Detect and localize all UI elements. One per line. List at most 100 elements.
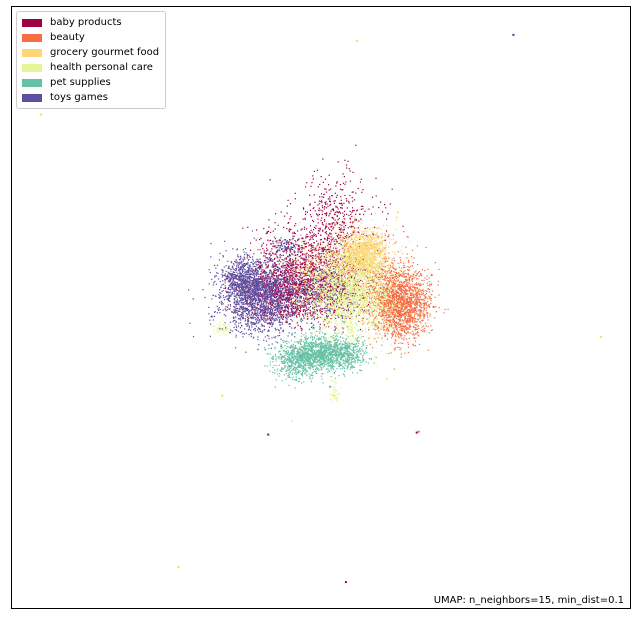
- scatter-point: [355, 219, 357, 221]
- scatter-point: [323, 248, 325, 250]
- scatter-point: [317, 286, 319, 288]
- scatter-point: [388, 301, 390, 303]
- scatter-point: [319, 239, 322, 241]
- scatter-point: [376, 291, 378, 293]
- scatter-point: [313, 291, 315, 293]
- scatter-point: [343, 223, 345, 225]
- scatter-point: [400, 314, 402, 316]
- scatter-point: [324, 319, 326, 321]
- scatter-point: [332, 247, 335, 249]
- scatter-point: [352, 231, 354, 233]
- scatter-point: [390, 288, 392, 290]
- scatter-point: [422, 283, 424, 285]
- scatter-point: [403, 271, 405, 273]
- scatter-point: [420, 284, 422, 286]
- scatter-point: [303, 275, 305, 277]
- scatter-point: [311, 269, 313, 272]
- scatter-point: [381, 274, 383, 276]
- scatter-point: [359, 286, 362, 288]
- scatter-point: [388, 296, 390, 299]
- scatter-point: [400, 316, 402, 318]
- scatter-point: [412, 344, 414, 346]
- scatter-point: [406, 257, 408, 259]
- scatter-point: [323, 253, 325, 255]
- scatter-point: [291, 277, 294, 279]
- scatter-point: [391, 335, 394, 337]
- scatter-point: [367, 291, 369, 294]
- scatter-point: [263, 317, 265, 319]
- scatter-point: [393, 282, 395, 284]
- scatter-point: [305, 273, 307, 275]
- scatter-point: [383, 311, 385, 313]
- scatter-point: [287, 306, 289, 309]
- scatter-point: [338, 242, 340, 245]
- scatter-point: [393, 314, 395, 316]
- scatter-point: [378, 307, 380, 309]
- scatter-point: [410, 297, 412, 299]
- scatter-point: [282, 262, 284, 264]
- scatter-point: [326, 238, 328, 240]
- scatter-point: [409, 311, 411, 313]
- scatter-point: [342, 182, 344, 184]
- scatter-point: [283, 278, 285, 280]
- scatter-point: [384, 261, 386, 263]
- scatter-point: [391, 337, 393, 339]
- scatter-point: [392, 313, 394, 315]
- scatter-point: [420, 309, 422, 311]
- scatter-point: [362, 205, 364, 207]
- scatter-point: [266, 232, 268, 234]
- scatter-point: [355, 293, 357, 295]
- scatter-point: [309, 290, 311, 292]
- scatter-point: [410, 317, 412, 319]
- scatter-point: [256, 281, 258, 283]
- scatter-point: [253, 302, 255, 304]
- scatter-point: [283, 265, 285, 267]
- scatter-point: [392, 289, 394, 291]
- scatter-point: [398, 291, 400, 293]
- scatter-point: [399, 261, 402, 263]
- scatter-point: [290, 291, 292, 293]
- scatter-point: [398, 286, 400, 288]
- scatter-point: [301, 263, 303, 265]
- scatter-point: [284, 289, 286, 291]
- scatter-point: [253, 313, 255, 316]
- scatter-point: [405, 246, 407, 248]
- scatter-point: [290, 299, 292, 301]
- scatter-point: [309, 214, 312, 216]
- scatter-point: [356, 306, 358, 308]
- scatter-point: [313, 324, 315, 326]
- scatter-point: [378, 273, 380, 275]
- scatter-point: [303, 284, 305, 286]
- scatter-point: [311, 182, 313, 184]
- scatter-point: [285, 252, 287, 254]
- scatter-point: [414, 340, 416, 342]
- scatter-point: [394, 315, 396, 317]
- scatter-point: [438, 268, 440, 270]
- scatter-point: [415, 296, 418, 298]
- scatter-point: [310, 243, 312, 245]
- scatter-point: [304, 246, 307, 248]
- scatter-point: [401, 334, 403, 337]
- scatter-point: [314, 298, 316, 300]
- scatter-point: [369, 291, 371, 293]
- scatter-point: [396, 292, 398, 294]
- scatter-point: [400, 299, 402, 301]
- scatter-point: [324, 220, 326, 222]
- scatter-point: [375, 195, 377, 197]
- scatter-point: [292, 267, 294, 269]
- scatter-point: [426, 275, 428, 277]
- scatter-point: [235, 284, 237, 286]
- scatter-point: [312, 178, 314, 180]
- scatter-point: [312, 219, 314, 221]
- scatter-point: [336, 221, 338, 223]
- scatter-point: [288, 228, 290, 230]
- scatter-point: [419, 306, 421, 308]
- scatter-point: [404, 312, 406, 314]
- scatter-point: [382, 319, 384, 321]
- scatter-point: [401, 274, 403, 276]
- scatter-point: [401, 306, 403, 309]
- scatter-point: [311, 252, 313, 254]
- scatter-point: [317, 204, 319, 206]
- scatter-point: [257, 298, 259, 300]
- scatter-point: [310, 314, 312, 316]
